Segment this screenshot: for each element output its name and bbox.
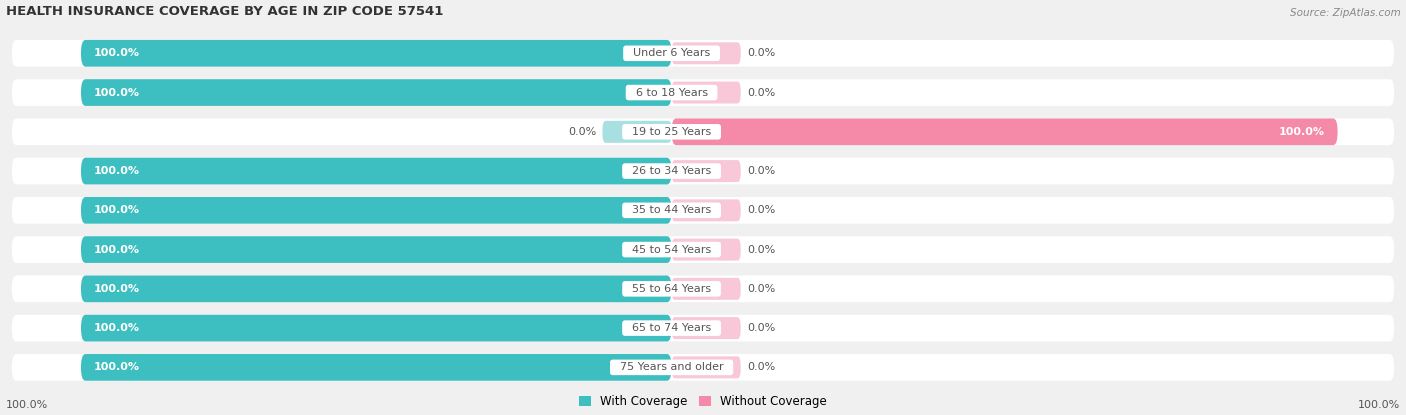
Text: 65 to 74 Years: 65 to 74 Years <box>624 323 718 333</box>
FancyBboxPatch shape <box>672 160 741 182</box>
Text: 0.0%: 0.0% <box>747 323 775 333</box>
FancyBboxPatch shape <box>672 356 741 378</box>
Text: 0.0%: 0.0% <box>747 166 775 176</box>
Text: 100.0%: 100.0% <box>94 323 139 333</box>
FancyBboxPatch shape <box>672 278 741 300</box>
Text: 100.0%: 100.0% <box>94 205 139 215</box>
FancyBboxPatch shape <box>672 42 741 64</box>
FancyBboxPatch shape <box>602 121 672 143</box>
Text: 19 to 25 Years: 19 to 25 Years <box>624 127 718 137</box>
Text: 100.0%: 100.0% <box>94 362 139 372</box>
Text: 100.0%: 100.0% <box>94 166 139 176</box>
FancyBboxPatch shape <box>672 118 1337 145</box>
FancyBboxPatch shape <box>82 40 672 67</box>
Text: 100.0%: 100.0% <box>94 284 139 294</box>
FancyBboxPatch shape <box>82 158 672 184</box>
Text: 45 to 54 Years: 45 to 54 Years <box>624 244 718 254</box>
Text: 0.0%: 0.0% <box>747 48 775 58</box>
FancyBboxPatch shape <box>11 354 1395 381</box>
FancyBboxPatch shape <box>11 40 1395 67</box>
FancyBboxPatch shape <box>11 158 1395 184</box>
FancyBboxPatch shape <box>82 197 672 224</box>
FancyBboxPatch shape <box>672 199 741 221</box>
FancyBboxPatch shape <box>11 79 1395 106</box>
FancyBboxPatch shape <box>11 118 1395 145</box>
Text: 0.0%: 0.0% <box>747 88 775 98</box>
Text: 0.0%: 0.0% <box>568 127 596 137</box>
FancyBboxPatch shape <box>82 315 672 342</box>
FancyBboxPatch shape <box>672 317 741 339</box>
FancyBboxPatch shape <box>82 276 672 302</box>
Text: Source: ZipAtlas.com: Source: ZipAtlas.com <box>1289 8 1400 18</box>
FancyBboxPatch shape <box>11 276 1395 302</box>
Legend: With Coverage, Without Coverage: With Coverage, Without Coverage <box>575 392 831 412</box>
FancyBboxPatch shape <box>672 239 741 261</box>
Text: 100.0%: 100.0% <box>94 88 139 98</box>
FancyBboxPatch shape <box>11 236 1395 263</box>
Text: Under 6 Years: Under 6 Years <box>626 48 717 58</box>
Text: HEALTH INSURANCE COVERAGE BY AGE IN ZIP CODE 57541: HEALTH INSURANCE COVERAGE BY AGE IN ZIP … <box>6 5 443 18</box>
Text: 0.0%: 0.0% <box>747 244 775 254</box>
Text: 55 to 64 Years: 55 to 64 Years <box>626 284 718 294</box>
FancyBboxPatch shape <box>11 315 1395 342</box>
Text: 75 Years and older: 75 Years and older <box>613 362 730 372</box>
Text: 35 to 44 Years: 35 to 44 Years <box>624 205 718 215</box>
FancyBboxPatch shape <box>82 236 672 263</box>
Text: 100.0%: 100.0% <box>1279 127 1324 137</box>
FancyBboxPatch shape <box>672 82 741 104</box>
FancyBboxPatch shape <box>82 354 672 381</box>
Text: 0.0%: 0.0% <box>747 205 775 215</box>
Text: 100.0%: 100.0% <box>94 48 139 58</box>
Text: 0.0%: 0.0% <box>747 362 775 372</box>
Text: 0.0%: 0.0% <box>747 284 775 294</box>
Text: 100.0%: 100.0% <box>1358 400 1400 410</box>
Text: 26 to 34 Years: 26 to 34 Years <box>624 166 718 176</box>
Text: 100.0%: 100.0% <box>94 244 139 254</box>
FancyBboxPatch shape <box>82 79 672 106</box>
FancyBboxPatch shape <box>11 197 1395 224</box>
Text: 6 to 18 Years: 6 to 18 Years <box>628 88 714 98</box>
Text: 100.0%: 100.0% <box>6 400 48 410</box>
